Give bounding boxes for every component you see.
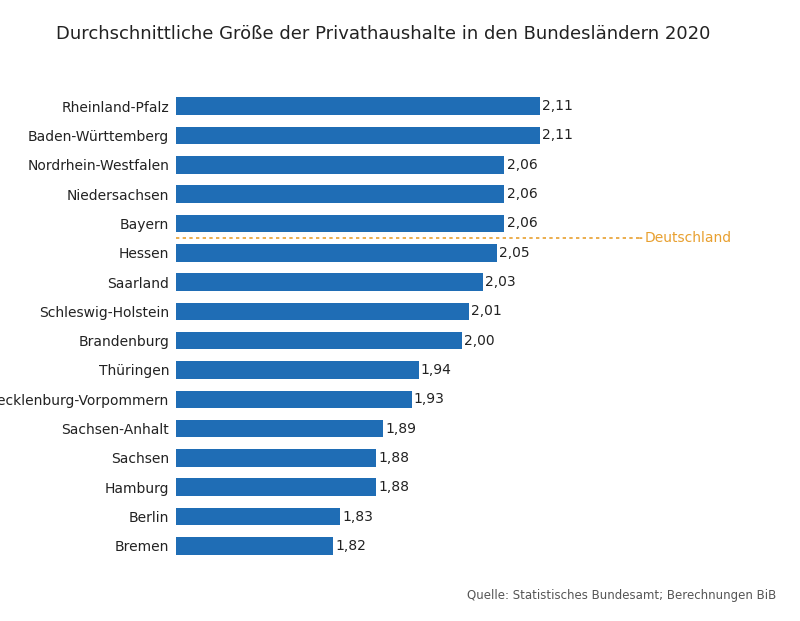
Text: 1,88: 1,88 bbox=[378, 480, 409, 494]
Text: 2,05: 2,05 bbox=[499, 246, 530, 260]
Bar bbox=[0, 537, 333, 555]
Bar bbox=[0, 273, 483, 291]
Bar bbox=[0, 127, 540, 144]
Text: 2,01: 2,01 bbox=[471, 304, 502, 319]
Text: Quelle: Statistisches Bundesamt; Berechnungen BiB: Quelle: Statistisches Bundesamt; Berechn… bbox=[466, 589, 776, 602]
Text: 2,06: 2,06 bbox=[506, 158, 538, 172]
Text: Deutschland: Deutschland bbox=[645, 231, 732, 245]
Bar bbox=[0, 478, 376, 496]
Bar bbox=[0, 420, 383, 437]
Bar bbox=[0, 449, 376, 467]
Bar bbox=[0, 185, 504, 203]
Bar bbox=[0, 332, 462, 350]
Bar bbox=[0, 97, 540, 115]
Text: Durchschnittliche Größe der Privathaushalte in den Bundesländern 2020: Durchschnittliche Größe der Privathausha… bbox=[56, 25, 710, 43]
Bar bbox=[0, 156, 504, 174]
Bar bbox=[0, 244, 498, 261]
Text: 2,00: 2,00 bbox=[464, 333, 494, 348]
Bar bbox=[0, 215, 504, 232]
Text: 2,11: 2,11 bbox=[542, 129, 573, 142]
Text: 1,93: 1,93 bbox=[414, 392, 445, 406]
Bar bbox=[0, 391, 411, 408]
Text: 2,06: 2,06 bbox=[506, 187, 538, 201]
Bar bbox=[0, 302, 469, 320]
Text: 1,88: 1,88 bbox=[378, 451, 409, 465]
Text: 1,89: 1,89 bbox=[385, 422, 416, 435]
Text: 2,03: 2,03 bbox=[485, 275, 516, 289]
Bar bbox=[0, 508, 340, 525]
Text: 1,83: 1,83 bbox=[342, 510, 374, 524]
Text: 2,11: 2,11 bbox=[542, 99, 573, 113]
Bar bbox=[0, 361, 418, 379]
Text: 1,94: 1,94 bbox=[421, 363, 452, 377]
Text: 1,82: 1,82 bbox=[335, 539, 366, 553]
Text: 2,06: 2,06 bbox=[506, 217, 538, 230]
